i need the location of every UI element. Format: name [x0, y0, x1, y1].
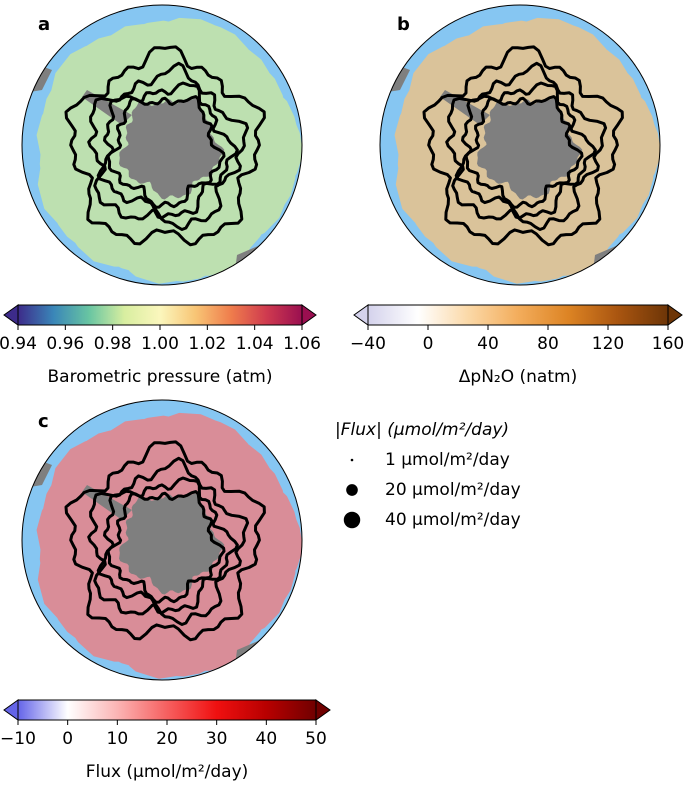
front-contour — [464, 95, 584, 209]
legend-title: |Flux| (μmol/m²/day) — [335, 420, 509, 440]
antarctica — [119, 493, 225, 595]
front-contour — [422, 45, 624, 247]
tick-label: 1.00 — [141, 334, 179, 354]
extend-low — [3, 699, 19, 721]
front-contour — [64, 45, 266, 247]
observation-band — [36, 412, 302, 679]
legend-marker — [343, 511, 361, 529]
tick-label: 30 — [206, 729, 228, 749]
peninsula — [440, 90, 490, 125]
peninsula — [82, 90, 132, 125]
panel-label: a — [38, 14, 50, 35]
map-rim — [21, 399, 303, 681]
colorbar — [17, 699, 317, 721]
observation-band — [394, 17, 660, 284]
tick-label: 160 — [652, 334, 684, 354]
map — [22, 5, 302, 285]
legend-marker — [350, 458, 354, 462]
colorbar — [367, 304, 669, 326]
extend-high — [315, 699, 331, 721]
front-contour — [64, 440, 266, 642]
tick-label: 1.06 — [283, 334, 321, 354]
front-contour — [87, 456, 250, 626]
map — [22, 400, 302, 680]
legend-label: 40 μmol/m²/day — [385, 510, 521, 530]
colorbar-label: Flux (μmol/m²/day) — [86, 762, 249, 782]
front-contour — [445, 61, 608, 231]
observation-band — [36, 17, 302, 284]
extend-low — [3, 304, 19, 326]
tick-label: 0 — [62, 729, 73, 749]
tick-label: 1.02 — [188, 334, 226, 354]
tick-label: 40 — [477, 334, 499, 354]
front-contour — [106, 490, 226, 604]
peninsula — [82, 485, 132, 520]
tick-label: −40 — [350, 334, 386, 354]
tick-label: −10 — [0, 729, 36, 749]
legend-label: 20 μmol/m²/day — [385, 480, 521, 500]
tick-label: 40 — [256, 729, 278, 749]
tick-label: 20 — [156, 729, 178, 749]
map-rim — [379, 4, 661, 286]
tick-label: 10 — [107, 729, 129, 749]
tick-label: 0.96 — [46, 334, 84, 354]
front-contour — [87, 61, 250, 231]
panel-label: c — [38, 411, 49, 432]
front-contour — [106, 95, 226, 209]
colorbar-label: Barometric pressure (atm) — [48, 367, 273, 387]
extend-low — [353, 304, 369, 326]
map — [380, 5, 660, 285]
extend-high — [667, 304, 683, 326]
legend-label: 1 μmol/m²/day — [385, 450, 510, 470]
antarctica — [119, 98, 225, 200]
tick-label: 0 — [423, 334, 434, 354]
map-rim — [21, 4, 303, 286]
panel-label: b — [397, 14, 410, 35]
antarctica — [477, 98, 583, 200]
extend-high — [301, 304, 317, 326]
tick-label: 120 — [592, 334, 624, 354]
colorbar — [17, 304, 303, 326]
tick-label: 50 — [305, 729, 327, 749]
tick-label: 1.04 — [236, 334, 274, 354]
legend-marker — [346, 484, 358, 496]
tick-label: 0.94 — [0, 334, 37, 354]
tick-label: 0.98 — [94, 334, 132, 354]
colorbar-label: ΔpN₂O (natm) — [459, 367, 577, 387]
tick-label: 80 — [537, 334, 559, 354]
